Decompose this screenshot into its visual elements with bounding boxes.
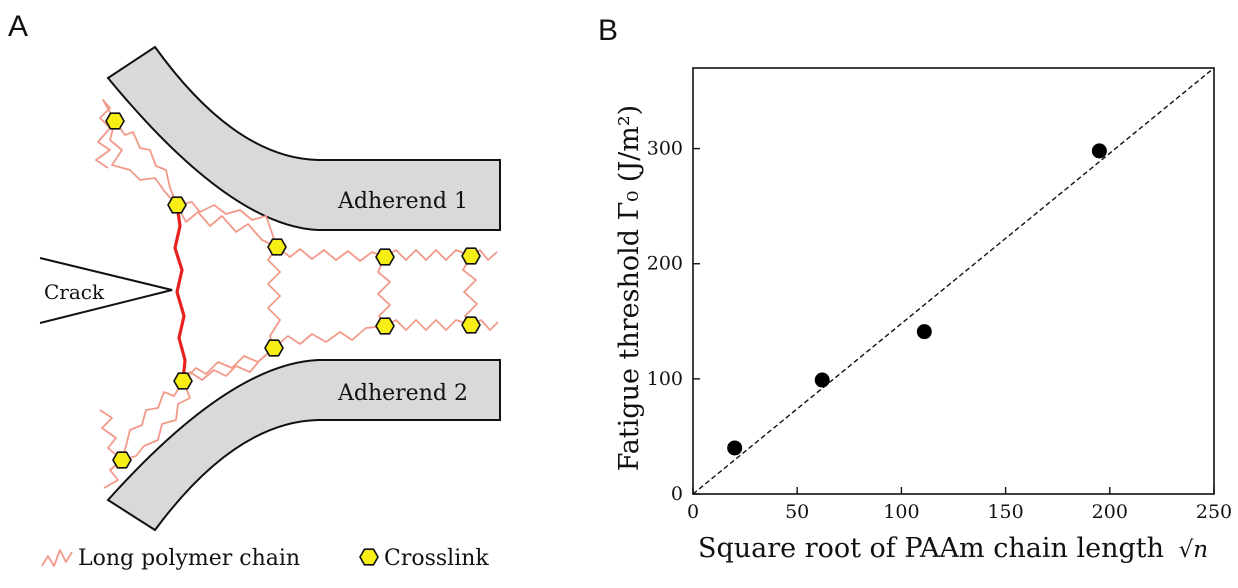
x-tick-label: 200	[1092, 501, 1128, 523]
fit-line	[692, 67, 1215, 495]
polymer-chain	[267, 246, 281, 349]
y-tick-label: 300	[647, 138, 683, 160]
crosslink-node	[375, 248, 395, 266]
adherend-2-shape	[106, 359, 501, 532]
x-axis-symbol: √n	[1179, 537, 1208, 563]
crack-label: Crack	[44, 280, 105, 304]
adherend-1-label: Adherend 1	[337, 189, 468, 214]
polymer-chain	[99, 409, 123, 461]
crosslink-node	[267, 238, 287, 256]
polymer-chain	[276, 246, 386, 262]
polymer-chain	[114, 120, 178, 206]
crosslink-node	[264, 339, 284, 357]
scatter-chart: 0 50 100 150 200 250 0 100 200 300 Square root o…	[614, 67, 1232, 564]
data-point	[727, 440, 743, 456]
x-tick-label: 150	[987, 501, 1023, 523]
x-tick-label: 50	[785, 501, 809, 523]
crosslinks	[105, 112, 481, 469]
polymer-chain	[384, 319, 472, 331]
panel-a-letter: A	[8, 10, 28, 43]
crosslink-node	[461, 316, 481, 334]
bridging-chain	[173, 204, 187, 382]
polymer-chain	[377, 256, 391, 327]
y-axis-ticks: 0 100 200 300	[647, 138, 700, 505]
data-points	[727, 143, 1107, 456]
y-axis-title: Fatigue threshold Γ₀ (J/m²)	[614, 105, 645, 471]
polymer-chain	[182, 347, 275, 382]
y-tick-label: 0	[671, 483, 683, 505]
data-point	[916, 324, 932, 340]
polymer-chain	[384, 249, 472, 261]
x-axis-ticks: 0 50 100 150 200 250	[687, 487, 1232, 523]
legend-chain-icon	[41, 549, 73, 567]
plot-frame	[692, 67, 1215, 495]
x-tick-label: 250	[1196, 501, 1232, 523]
crosslink-node	[112, 451, 132, 469]
polymer-chain	[462, 255, 478, 326]
y-tick-label: 100	[647, 368, 683, 390]
polymer-chain	[176, 204, 278, 248]
crosslink-node	[167, 196, 187, 214]
x-axis-title: Square root of PAAm chain length √n	[698, 533, 1208, 564]
polymer-chain	[273, 325, 386, 349]
x-tick-label: 0	[687, 501, 699, 523]
legend: Long polymer chain Crosslink	[41, 546, 489, 571]
polymer-chain	[182, 347, 275, 382]
adherend-1-shape	[106, 45, 501, 231]
polymer-chain	[121, 380, 191, 461]
polymer-chain	[176, 201, 278, 248]
legend-crosslink-label: Crosslink	[384, 546, 489, 571]
data-point	[814, 372, 830, 388]
data-point	[1091, 143, 1107, 159]
polymer-chain	[109, 120, 178, 206]
crosslink-node	[461, 247, 481, 265]
panel-b-letter: B	[598, 14, 618, 47]
y-tick-label: 200	[647, 253, 683, 275]
crosslink-node	[105, 112, 125, 130]
crosslink-node	[375, 317, 395, 335]
legend-crosslink-icon	[359, 548, 379, 566]
legend-chain-label: Long polymer chain	[78, 546, 300, 571]
polymer-chain	[121, 380, 184, 461]
x-tick-label: 100	[883, 501, 919, 523]
adherend-2-label: Adherend 2	[337, 381, 468, 406]
crack-wedge	[39, 257, 173, 324]
crosslink-node	[173, 372, 193, 390]
x-axis-label: Square root of PAAm chain length	[698, 533, 1164, 564]
